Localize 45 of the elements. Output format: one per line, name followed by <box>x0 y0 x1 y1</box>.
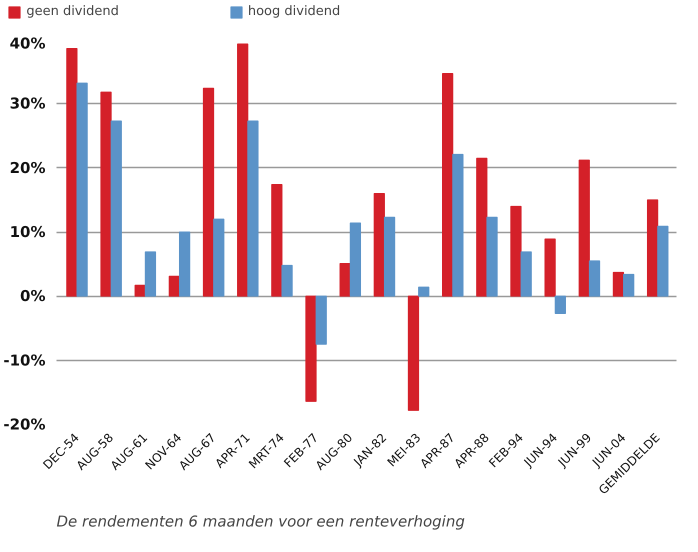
bar <box>144 251 156 297</box>
bar <box>110 120 122 297</box>
bar <box>408 296 420 411</box>
y-tick-label: -10% <box>3 351 46 370</box>
bar <box>213 218 224 297</box>
bar <box>305 296 317 402</box>
bar <box>271 184 282 297</box>
y-tick-label: 10% <box>10 223 46 241</box>
legend-label: geen dividend <box>26 4 119 19</box>
bar <box>623 274 634 297</box>
y-tick-label: 40% <box>10 34 46 52</box>
bar <box>281 264 293 297</box>
bar <box>202 88 214 297</box>
bar <box>66 48 78 297</box>
bar <box>646 199 658 297</box>
bar <box>340 262 351 297</box>
bar <box>168 276 180 297</box>
y-tick-label: 20% <box>10 158 46 177</box>
y-tick-label: 0% <box>20 287 46 306</box>
bar <box>452 154 464 297</box>
bar <box>554 296 566 314</box>
bar <box>520 251 532 297</box>
bar <box>134 284 146 297</box>
y-tick-label: 30% <box>10 94 46 113</box>
bar <box>578 160 590 297</box>
bar <box>178 232 190 297</box>
bar <box>316 296 327 345</box>
bar <box>418 286 430 297</box>
bar <box>544 238 556 297</box>
bar <box>442 73 454 297</box>
bar <box>486 216 498 297</box>
bar <box>384 216 396 297</box>
text: De rendementen 6 maanden voor een renteverhoging <box>56 512 465 530</box>
bar <box>350 222 362 297</box>
bar <box>476 158 488 297</box>
legend-label: hoog dividend <box>248 4 340 19</box>
bar <box>76 82 88 297</box>
bar <box>657 226 668 297</box>
bar <box>100 92 112 297</box>
bar <box>588 260 600 297</box>
bar <box>510 206 522 297</box>
bar <box>237 43 248 297</box>
bar <box>374 193 385 297</box>
bar <box>247 120 259 297</box>
y-tick-label: -20% <box>3 416 46 434</box>
